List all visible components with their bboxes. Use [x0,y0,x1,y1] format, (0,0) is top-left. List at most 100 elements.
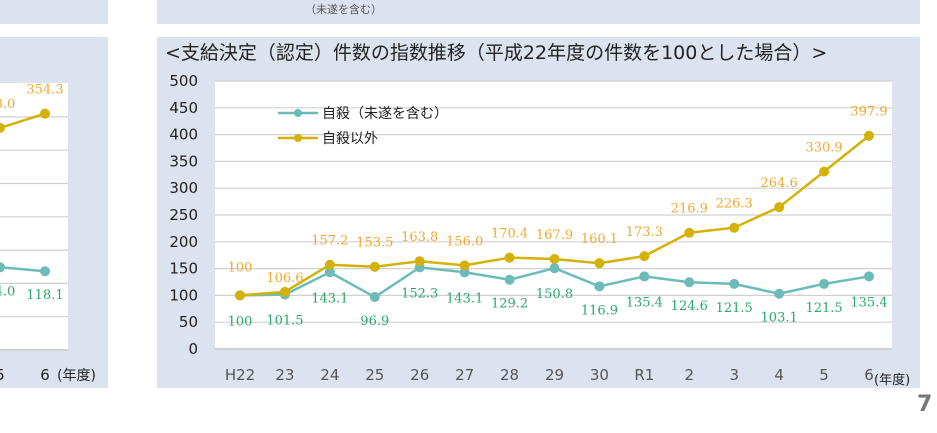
y-tick-label: 100 [169,286,198,304]
data-label: 167.9 [536,228,573,243]
data-label: 135.4 [850,295,887,310]
data-label: 264.6 [761,176,798,191]
y-tick-label: 300 [169,179,198,197]
data-point [774,202,785,213]
data-point [819,278,830,289]
data-point [594,281,605,292]
y-tick-label: 150 [169,260,198,278]
data-label: 153.5 [356,236,393,251]
left-data-point [40,108,50,119]
top-note: （未遂を含む） [305,3,382,16]
data-point [549,254,560,265]
x-tick-label: 3 [729,366,739,384]
x-tick-label: 26 [410,366,429,384]
data-point [414,256,425,267]
data-point [639,251,650,262]
data-point [235,290,245,301]
data-point [864,271,874,282]
x-tick-label: 30 [590,366,609,384]
y-tick-label: 200 [169,233,198,251]
data-label: 121.5 [716,301,753,316]
chart-title: <支給決定（認定）件数の指数推移（平成22年度の件数を100とした場合）> [165,42,828,64]
data-label: 216.9 [671,202,708,217]
data-point [594,258,605,269]
data-label: 129.2 [491,297,528,312]
x-tick-label: 2 [685,366,695,384]
left-x-tick-label: 6 [40,366,50,384]
left-series-line [0,266,46,273]
data-point [504,274,515,285]
left-x-axis-unit: (年度) [57,368,96,384]
y-tick-label: 500 [169,72,198,90]
data-point [324,259,335,270]
x-tick-label: 29 [545,366,564,384]
left-series-line [0,112,46,130]
left-data-point [40,266,50,277]
data-label: 143.1 [446,291,483,306]
x-tick-label: 23 [275,366,294,384]
data-point [549,263,560,274]
previous-panel-top-right [157,0,920,24]
x-tick-label: 6 [864,366,874,384]
data-label: 116.9 [581,303,618,318]
data-point [459,267,470,278]
data-label: 156.0 [446,234,483,249]
x-tick-label: 27 [455,366,474,384]
data-label: 121.5 [805,301,842,316]
data-label: 100 [228,314,253,329]
data-label: 226.3 [716,197,753,212]
x-axis-unit: (年度) [874,372,910,388]
data-point [864,130,874,141]
left-x-tick-label: 5 [0,366,5,384]
x-tick-label: H22 [225,366,255,384]
x-tick-label: 24 [320,366,339,384]
data-point [729,278,740,289]
data-label: 397.9 [850,105,887,120]
y-tick-label: 400 [169,126,198,144]
data-label: 100 [228,260,253,275]
y-tick-label: 350 [169,152,198,170]
data-label: 330.9 [805,141,842,156]
data-label: 150.8 [536,287,573,302]
data-label: 124.6 [671,299,708,314]
data-point [504,252,515,263]
page-number: 7 [917,392,933,417]
data-label: 152.3 [401,286,438,301]
y-tick-label: 450 [169,99,198,117]
left-data-point [0,122,5,133]
left-data-label: 118.1 [26,288,63,303]
legend-label: 自殺（未遂を含む） [322,106,448,122]
left-data-label: 354.3 [26,83,63,98]
legend-marker [294,109,302,117]
data-label: 163.8 [401,230,438,245]
previous-panel-top-left [0,0,108,24]
data-point [684,277,695,288]
left-data-point [0,262,5,273]
data-point [774,288,785,299]
data-label: 103.1 [761,311,798,326]
data-point [819,166,830,177]
data-point [639,271,650,282]
data-label: 170.4 [491,227,528,242]
data-label: 160.1 [581,232,618,247]
data-point [729,222,740,233]
left-data-label: 4.0 [0,284,15,299]
data-label: 143.1 [311,291,348,306]
legend-marker [294,134,302,142]
data-point [459,260,470,271]
data-label: 96.9 [360,314,389,329]
x-tick-label: 4 [774,366,784,384]
x-tick-label: 5 [819,366,829,384]
y-tick-label: 0 [188,340,198,358]
x-tick-label: R1 [634,366,654,384]
legend-label: 自殺以外 [322,131,378,147]
data-point [324,267,335,278]
data-label: 135.4 [626,295,663,310]
data-point [369,292,380,303]
data-point [279,286,290,297]
y-tick-label: 250 [169,206,198,224]
x-tick-label: 28 [500,366,519,384]
y-tick-label: 50 [179,313,198,331]
data-label: 173.3 [626,225,663,240]
